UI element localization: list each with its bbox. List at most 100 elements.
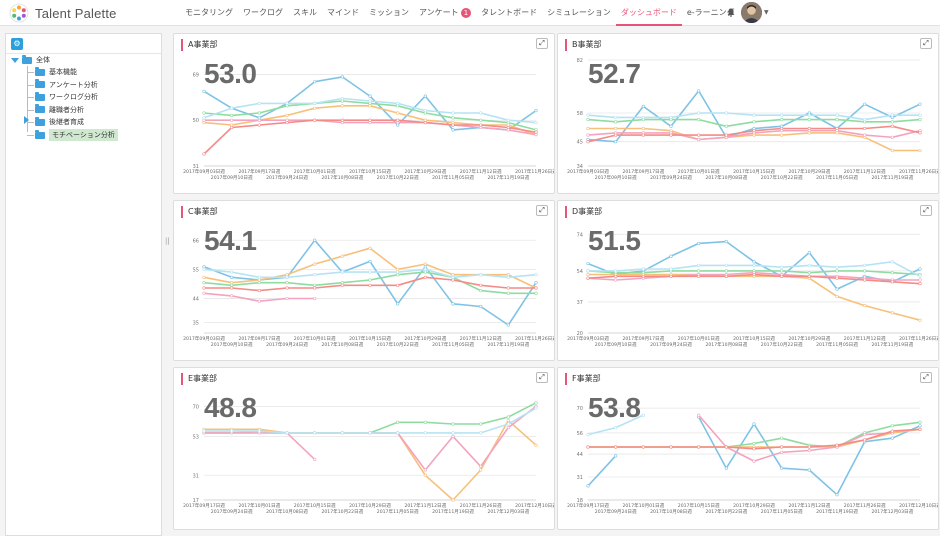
data-point[interactable] bbox=[257, 288, 261, 293]
data-point[interactable] bbox=[313, 283, 317, 287]
data-point[interactable] bbox=[586, 269, 590, 273]
data-point[interactable] bbox=[423, 108, 427, 113]
data-point[interactable] bbox=[697, 137, 701, 142]
data-point[interactable] bbox=[230, 275, 234, 279]
data-point[interactable] bbox=[669, 115, 673, 120]
data-point[interactable] bbox=[669, 274, 673, 278]
nav-item-2[interactable]: ワークログ bbox=[238, 0, 288, 26]
data-point[interactable] bbox=[257, 299, 261, 303]
data-point[interactable] bbox=[780, 450, 784, 454]
data-point[interactable] bbox=[285, 281, 289, 285]
data-point[interactable] bbox=[506, 323, 510, 327]
data-point[interactable] bbox=[479, 422, 483, 426]
data-point[interactable] bbox=[230, 113, 234, 118]
data-point[interactable] bbox=[835, 265, 839, 269]
data-point[interactable] bbox=[614, 133, 618, 137]
data-point[interactable] bbox=[368, 270, 372, 274]
data-point[interactable] bbox=[313, 296, 317, 301]
data-point[interactable] bbox=[835, 269, 839, 273]
data-point[interactable] bbox=[586, 133, 590, 137]
data-point[interactable] bbox=[641, 115, 645, 120]
data-point[interactable] bbox=[479, 431, 483, 435]
data-point[interactable] bbox=[257, 111, 261, 115]
data-point[interactable] bbox=[313, 80, 317, 84]
data-point[interactable] bbox=[697, 413, 701, 417]
data-point[interactable] bbox=[313, 457, 317, 461]
data-point[interactable] bbox=[230, 281, 234, 285]
data-point[interactable] bbox=[479, 273, 483, 277]
expand-icon[interactable]: ⤢ bbox=[536, 205, 548, 216]
nav-item-10[interactable]: e-ラーニング bbox=[682, 0, 740, 26]
data-point[interactable] bbox=[918, 424, 922, 428]
data-point[interactable] bbox=[669, 254, 673, 258]
data-point[interactable] bbox=[506, 286, 510, 290]
data-point[interactable] bbox=[230, 125, 234, 130]
data-point[interactable] bbox=[863, 133, 867, 137]
data-point[interactable] bbox=[285, 296, 289, 301]
data-point[interactable] bbox=[863, 126, 867, 131]
data-point[interactable] bbox=[423, 265, 427, 269]
data-point[interactable] bbox=[697, 89, 701, 93]
expand-icon[interactable]: ⤢ bbox=[920, 205, 932, 216]
data-point[interactable] bbox=[396, 283, 400, 287]
settings-icon[interactable]: ⚙ bbox=[11, 38, 23, 50]
data-point[interactable] bbox=[479, 468, 483, 472]
data-point[interactable] bbox=[697, 269, 701, 273]
data-point[interactable] bbox=[780, 269, 784, 273]
data-point[interactable] bbox=[752, 447, 756, 451]
data-point[interactable] bbox=[724, 274, 728, 278]
data-point[interactable] bbox=[890, 124, 894, 128]
data-point[interactable] bbox=[614, 425, 618, 430]
data-point[interactable] bbox=[451, 116, 455, 120]
data-point[interactable] bbox=[451, 123, 455, 127]
data-point[interactable] bbox=[230, 270, 234, 274]
data-point[interactable] bbox=[313, 118, 317, 122]
data-point[interactable] bbox=[534, 121, 538, 125]
data-point[interactable] bbox=[451, 422, 455, 426]
data-point[interactable] bbox=[257, 118, 261, 122]
data-point[interactable] bbox=[506, 273, 510, 277]
data-point[interactable] bbox=[807, 468, 811, 472]
data-point[interactable] bbox=[368, 259, 372, 264]
data-point[interactable] bbox=[918, 274, 922, 278]
data-point[interactable] bbox=[918, 267, 922, 271]
data-point[interactable] bbox=[202, 116, 206, 120]
data-point[interactable] bbox=[890, 280, 894, 284]
nav-item-7[interactable]: タレントボード bbox=[476, 0, 542, 26]
data-point[interactable] bbox=[835, 294, 839, 299]
data-point[interactable] bbox=[835, 118, 839, 122]
data-point[interactable] bbox=[641, 126, 645, 131]
data-point[interactable] bbox=[890, 113, 894, 117]
data-point[interactable] bbox=[506, 422, 510, 426]
data-point[interactable] bbox=[724, 240, 728, 244]
data-point[interactable] bbox=[918, 118, 922, 122]
data-point[interactable] bbox=[396, 420, 400, 424]
data-point[interactable] bbox=[202, 429, 206, 433]
data-point[interactable] bbox=[614, 120, 618, 124]
data-point[interactable] bbox=[534, 108, 538, 113]
data-point[interactable] bbox=[724, 269, 728, 273]
collapse-caret-icon[interactable] bbox=[11, 58, 19, 63]
data-point[interactable] bbox=[313, 106, 317, 110]
data-point[interactable] bbox=[807, 126, 811, 131]
data-point[interactable] bbox=[285, 113, 289, 118]
data-point[interactable] bbox=[780, 466, 784, 470]
nav-item-5[interactable]: ミッション bbox=[364, 0, 414, 26]
data-point[interactable] bbox=[586, 276, 590, 280]
data-point[interactable] bbox=[423, 270, 427, 274]
data-point[interactable] bbox=[586, 126, 590, 131]
data-point[interactable] bbox=[506, 125, 510, 130]
data-point[interactable] bbox=[230, 118, 234, 122]
data-point[interactable] bbox=[863, 102, 867, 106]
data-point[interactable] bbox=[752, 422, 756, 426]
data-point[interactable] bbox=[479, 118, 483, 122]
data-point[interactable] bbox=[368, 118, 372, 122]
data-point[interactable] bbox=[890, 135, 894, 139]
data-point[interactable] bbox=[423, 121, 427, 125]
data-point[interactable] bbox=[586, 433, 590, 437]
nav-item-1[interactable]: モニタリング bbox=[180, 0, 238, 26]
data-point[interactable] bbox=[506, 415, 510, 419]
data-point[interactable] bbox=[807, 448, 811, 453]
data-point[interactable] bbox=[396, 273, 400, 277]
data-point[interactable] bbox=[752, 459, 756, 463]
